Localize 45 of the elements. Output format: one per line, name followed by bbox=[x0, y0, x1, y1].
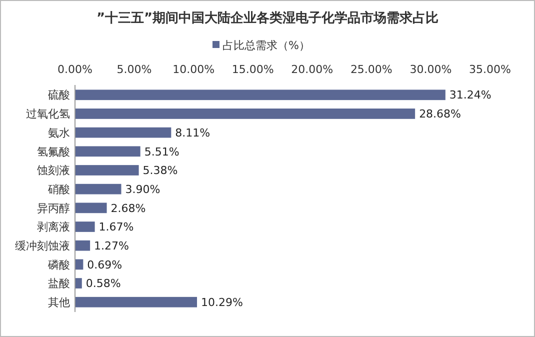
y-tick-label: 硝酸 bbox=[47, 182, 70, 196]
text: 8.11% bbox=[175, 126, 210, 140]
y-tick-label: 过氧化氢 bbox=[26, 108, 70, 121]
x-tick-label: 5.00% bbox=[116, 63, 152, 76]
y-tick-label: 磷酸 bbox=[47, 258, 70, 272]
x-tick-label: 30.00% bbox=[410, 63, 452, 76]
y-tick-label: 异丙醇 bbox=[37, 202, 70, 215]
chart-title: ”十三五”期间中国大陆企业各类湿电子化学品市场需求占比 bbox=[96, 10, 439, 26]
bar bbox=[75, 202, 107, 214]
x-tick-label: 0.00% bbox=[58, 63, 92, 76]
text: 1.27% bbox=[94, 239, 130, 252]
text: 0.58% bbox=[86, 277, 121, 290]
text: 31.24% bbox=[449, 88, 492, 102]
y-tick-label: 剥离液 bbox=[37, 220, 70, 234]
y-tick-label: 其他 bbox=[48, 296, 70, 309]
x-tick-label: 20.00% bbox=[291, 63, 334, 76]
bar bbox=[75, 127, 172, 138]
text: 2.68% bbox=[110, 202, 146, 215]
bar bbox=[75, 222, 95, 232]
bar bbox=[75, 108, 416, 119]
x-tick-label: 10.00% bbox=[172, 63, 215, 76]
text: 10.29% bbox=[201, 296, 243, 309]
y-tick-label: 缓冲刻蚀液 bbox=[15, 239, 70, 252]
bar bbox=[75, 146, 140, 157]
y-tick-label: 盐酸 bbox=[48, 277, 70, 290]
text: 0.69% bbox=[87, 258, 122, 272]
y-tick-label: 氨水 bbox=[48, 126, 70, 140]
legend-label: 占比总需求（%） bbox=[222, 38, 310, 52]
y-tick-label: 硫酸 bbox=[48, 88, 70, 102]
x-tick-label: 15.00% bbox=[232, 63, 274, 76]
text: 1.67% bbox=[98, 220, 134, 234]
y-tick-label: 氢氟酸 bbox=[37, 145, 70, 158]
text: 5.38% bbox=[142, 164, 178, 178]
text: 5.51% bbox=[144, 145, 180, 158]
bar bbox=[75, 184, 122, 194]
bar bbox=[75, 165, 139, 176]
x-tick-label: 35.00% bbox=[469, 63, 511, 76]
bar bbox=[75, 90, 446, 100]
bar bbox=[75, 240, 90, 251]
text: 3.90% bbox=[125, 182, 160, 196]
x-tick-label: 25.00% bbox=[350, 63, 392, 76]
text: 28.68% bbox=[419, 108, 462, 121]
bar bbox=[75, 278, 82, 288]
bar bbox=[75, 296, 198, 308]
y-tick-label: 蚀刻液 bbox=[37, 164, 70, 178]
